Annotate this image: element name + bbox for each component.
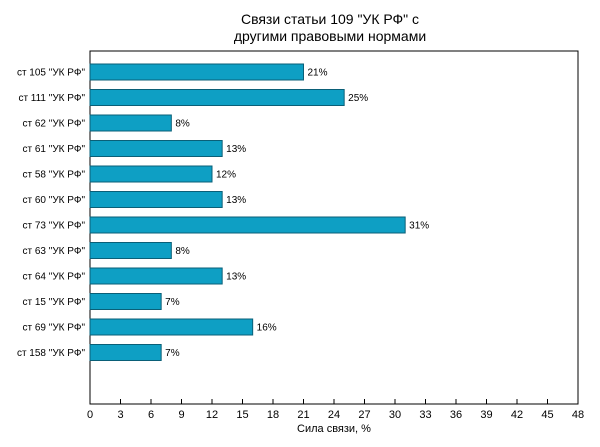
bar bbox=[89, 267, 223, 285]
data-label: 8% bbox=[175, 246, 190, 257]
category-label: ст 15 "УК РФ" bbox=[23, 297, 86, 308]
data-label: 25% bbox=[348, 93, 368, 104]
x-tick-label: 36 bbox=[450, 409, 462, 421]
category-label: ст 64 "УК РФ" bbox=[23, 272, 86, 283]
category-label: ст 61 "УК РФ" bbox=[23, 144, 86, 155]
data-label: 21% bbox=[308, 68, 328, 79]
data-label: 31% bbox=[409, 221, 429, 232]
x-axis-ticks: 0 3 6 9 12 15 18 21 24 27 30 33 36 39 42 45 48 bbox=[87, 399, 584, 421]
data-label: 12% bbox=[216, 170, 236, 181]
x-axis-label: Сила связи, % bbox=[297, 423, 371, 435]
x-tick-label: 48 bbox=[572, 409, 584, 421]
x-tick-label: 45 bbox=[541, 409, 553, 421]
category-label: ст 73 "УК РФ" bbox=[23, 221, 86, 232]
data-label: 13% bbox=[226, 272, 246, 283]
bar bbox=[89, 318, 254, 336]
category-label: ст 63 "УК РФ" bbox=[23, 246, 86, 257]
bar bbox=[89, 191, 223, 208]
data-label: 7% bbox=[165, 297, 180, 308]
data-label: 7% bbox=[165, 348, 180, 359]
x-tick-label: 15 bbox=[236, 409, 248, 421]
category-label: ст 158 "УК РФ" bbox=[17, 348, 85, 359]
bar bbox=[89, 216, 406, 234]
x-tick-label: 39 bbox=[480, 409, 492, 421]
category-label: ст 111 "УК РФ" bbox=[18, 93, 85, 104]
data-label: 16% bbox=[257, 323, 277, 334]
bar bbox=[89, 63, 304, 81]
x-tick-label: 18 bbox=[267, 409, 279, 421]
x-tick-label: 12 bbox=[206, 409, 218, 421]
x-tick-label: 33 bbox=[419, 409, 431, 421]
data-label: 13% bbox=[226, 144, 246, 155]
bar bbox=[89, 165, 213, 183]
x-tick-label: 9 bbox=[178, 409, 184, 421]
x-tick-label: 3 bbox=[117, 409, 123, 421]
x-tick-label: 6 bbox=[148, 409, 154, 421]
x-tick-label: 42 bbox=[511, 409, 523, 421]
category-label: ст 105 "УК РФ" bbox=[17, 68, 85, 79]
x-tick-label: 30 bbox=[389, 409, 401, 421]
bar bbox=[89, 344, 162, 361]
bar bbox=[89, 293, 162, 310]
category-label: ст 58 "УК РФ" bbox=[23, 170, 86, 181]
x-tick-label: 21 bbox=[297, 409, 309, 421]
bar bbox=[89, 140, 223, 157]
category-label: ст 69 "УК РФ" bbox=[23, 323, 86, 334]
x-tick-label: 24 bbox=[328, 409, 340, 421]
x-tick-label: 0 bbox=[87, 409, 93, 421]
data-label: 8% bbox=[175, 119, 190, 130]
category-label: ст 62 "УК РФ" bbox=[23, 119, 86, 130]
bars: ст 105 "УК РФ" 21% ст 111 "УК РФ" 25% ст 62 … bbox=[17, 63, 429, 361]
bar bbox=[89, 89, 345, 106]
data-label: 13% bbox=[226, 195, 246, 206]
chart-title-line-2: другими правовыми нормами bbox=[234, 28, 426, 44]
bar bbox=[89, 242, 172, 259]
x-tick-label: 27 bbox=[358, 409, 370, 421]
category-label: ст 60 "УК РФ" bbox=[23, 195, 86, 206]
bar bbox=[89, 114, 172, 132]
chart-title-line-1: Связи статьи 109 "УК РФ" с bbox=[241, 11, 419, 27]
